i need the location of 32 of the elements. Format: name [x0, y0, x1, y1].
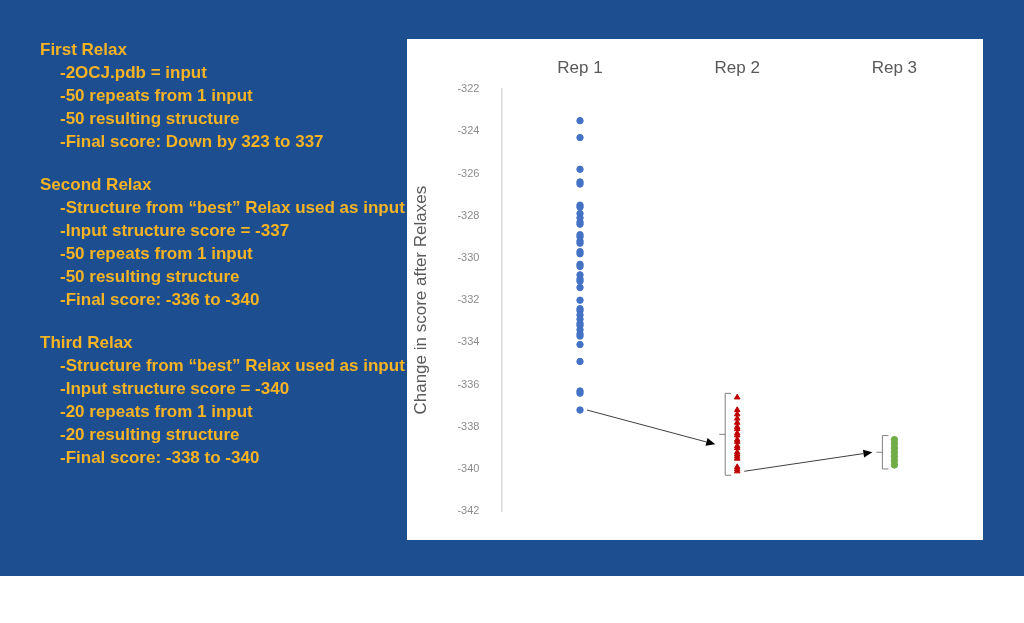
y-tick-label: -324: [457, 124, 480, 137]
text: -Input structure score = -340: [59, 378, 291, 400]
text: -2OCJ.pdb = input: [59, 62, 208, 84]
y-tick-label: -328: [457, 208, 480, 221]
text: -Final score: Down by 323 to 337: [59, 131, 325, 153]
y-tick-label: -336: [457, 377, 480, 390]
text: First Relax: [40, 39, 128, 61]
text: Third Relax: [40, 332, 134, 354]
y-tick-label: -342: [457, 504, 480, 517]
text: -Final score: -338 to -340: [59, 447, 261, 469]
y-tick-label: -326: [457, 166, 480, 179]
text: -Input structure score = -337: [59, 220, 291, 242]
y-tick-label: -322: [457, 82, 480, 95]
x-tick-label: Rep 1: [557, 58, 603, 78]
text: -50 resulting structure: [59, 108, 241, 130]
text: Second Relax: [40, 174, 153, 196]
text: -50 repeats from 1 input: [59, 85, 254, 107]
text: -Final score: -336 to -340: [59, 289, 261, 311]
text: -20 repeats from 1 input: [59, 401, 254, 423]
text: -50 resulting structure: [59, 266, 241, 288]
y-tick-label: -330: [457, 250, 480, 263]
y-tick-label: -332: [457, 293, 480, 306]
x-tick-label: Rep 2: [714, 58, 760, 78]
y-axis-title: Change in score after Relaxes: [410, 185, 430, 415]
y-tick-label: -338: [457, 419, 480, 432]
y-tick-label: -340: [457, 462, 480, 475]
y-tick-label: -334: [457, 335, 480, 348]
text: -Structure from “best” Relax used as input: [59, 355, 405, 377]
text: -50 repeats from 1 input: [59, 243, 254, 265]
text: -Structure from “best” Relax used as input: [59, 197, 405, 219]
text: -20 resulting structure: [59, 424, 241, 446]
x-tick-label: Rep 3: [871, 58, 918, 78]
